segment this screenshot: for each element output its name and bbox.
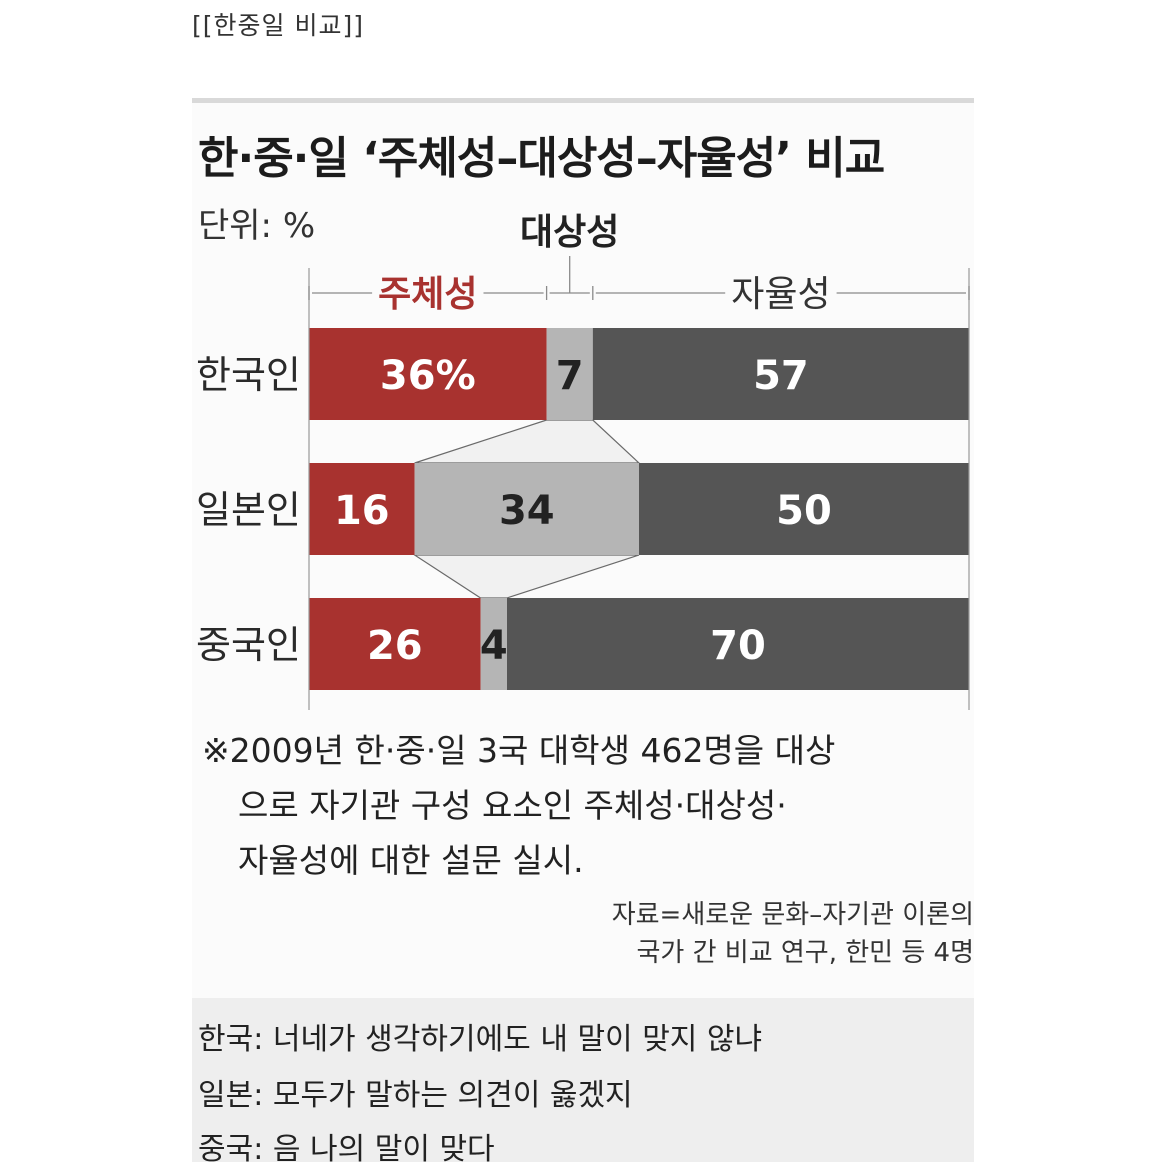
data-label-2-1: 16 (334, 488, 390, 534)
caption-line-korea: 한국: 너네가 생각하기에도 내 말이 맞지 않냐 (198, 1022, 763, 1057)
unit-label: 단위: % (198, 206, 316, 246)
chart-title: 한·중·일 ‘주체성–대상성–자율성’ 비교 (198, 133, 885, 184)
legend-label-3: 자율성 (731, 274, 830, 315)
top-rule (192, 98, 974, 103)
data-label-1-2: 7 (556, 353, 584, 399)
data-label-1-1: 36% (380, 353, 476, 399)
note-line-3: 자율성에 대한 설문 실시. (238, 841, 584, 880)
legend-label-2: 대상성 (520, 212, 619, 253)
chart-note: ※2009년 한·중·일 3국 대학생 462명을 대상 으로 자기관 구성 요… (202, 723, 835, 888)
data-label-3-1: 26 (367, 623, 423, 669)
category-label-3: 중국인 (196, 623, 301, 667)
caption-line-china: 중국: 음 나의 말이 맞다 (198, 1132, 495, 1167)
bar-3-1 (309, 598, 481, 690)
data-label-1-3: 57 (753, 353, 809, 399)
bar-2-1 (309, 463, 415, 555)
category-label-2: 일본인 (196, 488, 301, 532)
bar-1-3 (592, 328, 969, 420)
bar-2-2 (414, 463, 639, 555)
category-label-1: 한국인 (196, 353, 301, 397)
legend-label-mask (372, 288, 484, 298)
bar-1-2 (546, 328, 593, 420)
bar-3-2 (480, 598, 507, 690)
source-line-1: 자료=새로운 문화–자기관 이론의 (611, 900, 974, 930)
bar-2-3 (639, 463, 969, 555)
connector-2 (412, 554, 640, 599)
data-label-2-2: 34 (499, 488, 555, 534)
bar-3-3 (507, 598, 969, 690)
caption-line-japan: 일본: 모두가 말하는 의견이 옳겠지 (198, 1078, 633, 1113)
connector-1 (414, 419, 641, 464)
bar-1-1 (309, 328, 547, 420)
data-label-3-3: 70 (710, 623, 766, 669)
note-line-2: 으로 자기관 구성 요소인 주체성·대상성· (238, 786, 787, 825)
legend-label-1: 주체성 (378, 274, 477, 315)
data-label-2-3: 50 (776, 488, 832, 534)
source-line-2: 국가 간 비교 연구, 한민 등 4명 (636, 938, 974, 968)
stacked-bar-chart: 한국인 36% 7 57 일본인 16 34 50 중국인 26 4 70 주체성 자율성 대상성 (196, 212, 970, 710)
note-line-1: ※2009년 한·중·일 3국 대학생 462명을 대상 (202, 731, 836, 770)
legend-label-mask (725, 288, 837, 298)
chart-source: 자료=새로운 문화–자기관 이론의 국가 간 비교 연구, 한민 등 4명 (612, 896, 974, 972)
data-label-3-2: 4 (480, 623, 508, 669)
post-caption: [[한중일 비교]] (192, 11, 364, 40)
chart-card: 한·중·일 ‘주체성–대상성–자율성’ 비교 단위: % 한국인 36% 7 57 일본… (192, 98, 974, 1167)
caption-box: 한국: 너네가 생각하기에도 내 말이 맞지 않냐 일본: 모두가 말하는 의견… (192, 998, 974, 1167)
